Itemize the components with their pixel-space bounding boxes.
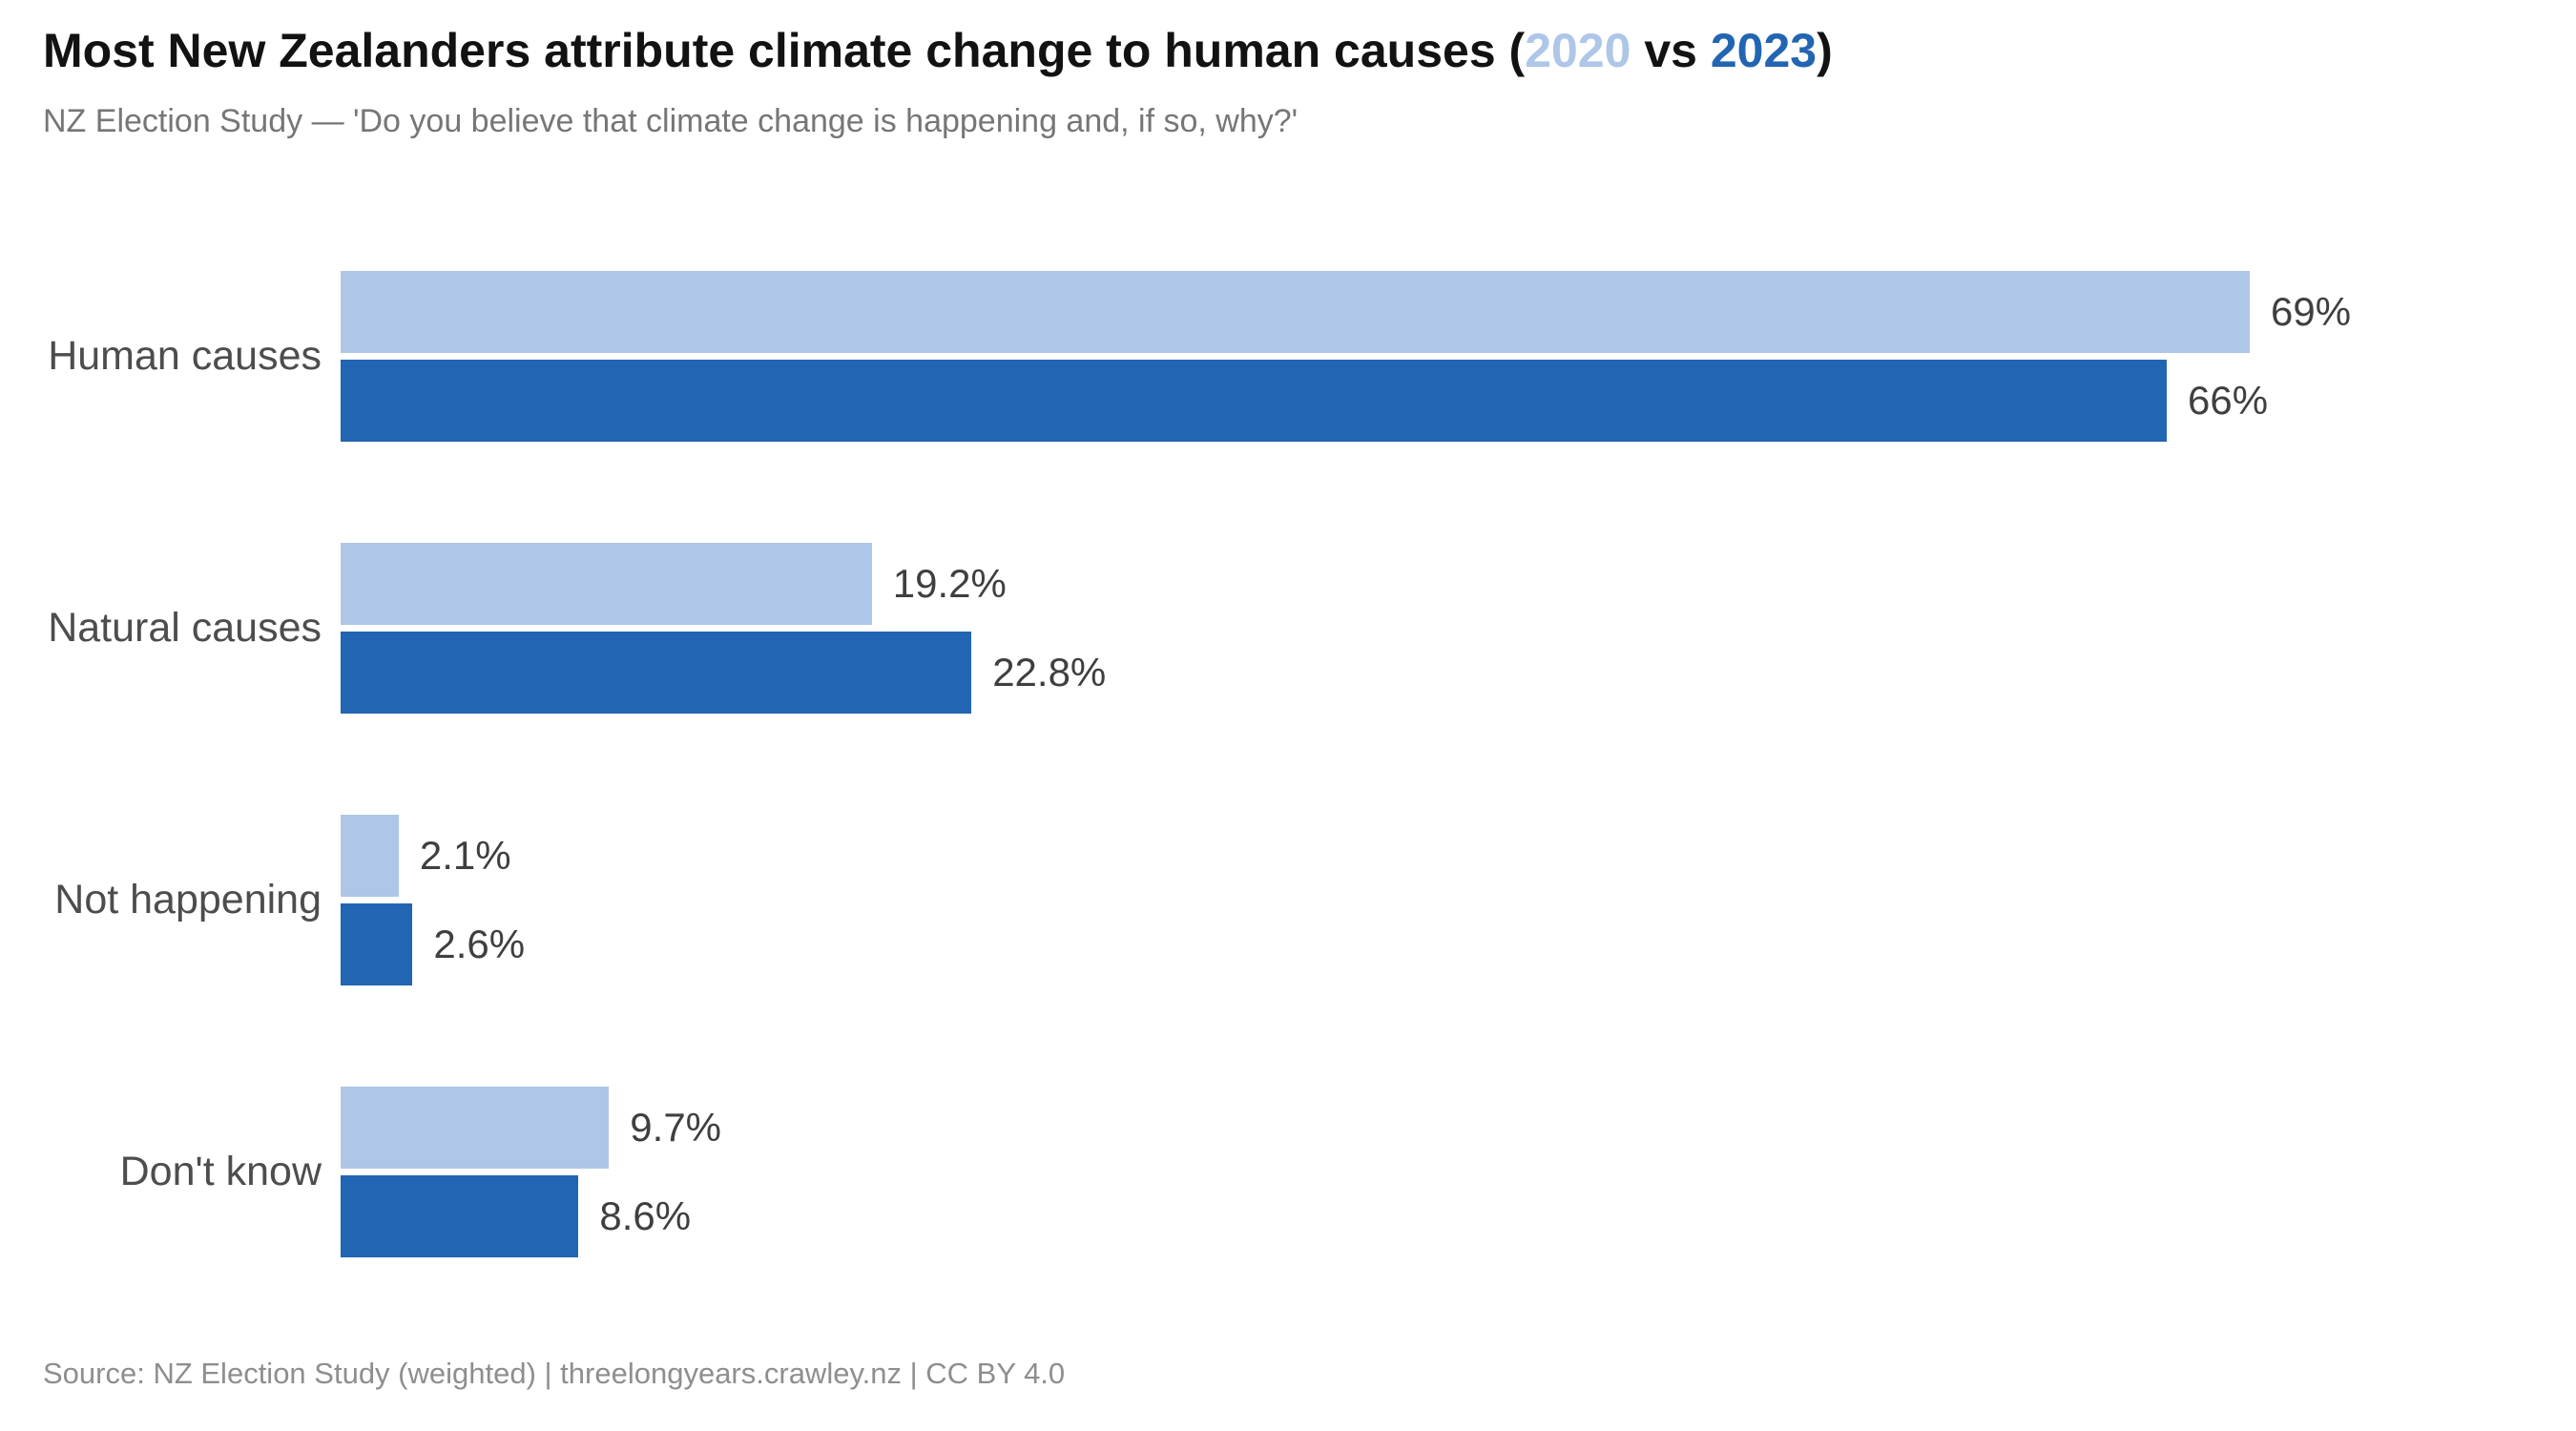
value-label-2020: 9.7%: [630, 1105, 722, 1150]
bar-line-2023: 2.6%: [341, 903, 2576, 985]
title-year-2020: 2020: [1525, 24, 1631, 77]
value-label-2023: 2.6%: [433, 922, 526, 966]
value-label-2020: 19.2%: [892, 561, 1007, 606]
bar-line-2023: 8.6%: [341, 1175, 2576, 1257]
category-bars: 19.2% 22.8%: [341, 543, 2576, 714]
bar-line-2020: 9.7%: [341, 1087, 2576, 1169]
category-label: Don't know: [119, 1149, 322, 1194]
bar-line-2023: 22.8%: [341, 632, 2576, 714]
bar-line-2023: 66%: [341, 360, 2576, 442]
category-group: Not happening 2.1% 2.6%: [0, 815, 2576, 985]
source-note: Source: NZ Election Study (weighted) | t…: [43, 1357, 1066, 1390]
bar-2023: [341, 1175, 579, 1257]
category-bars: 2.1% 2.6%: [341, 815, 2576, 985]
category-bars: 9.7% 8.6%: [341, 1087, 2576, 1257]
category-label: Human causes: [48, 333, 322, 379]
category-group: Don't know 9.7% 8.6%: [0, 1087, 2576, 1257]
title-year-2023: 2023: [1710, 24, 1818, 77]
category-label: Not happening: [54, 877, 322, 923]
title-vs: vs: [1631, 24, 1711, 77]
value-label-2020: 2.1%: [419, 833, 511, 878]
bar-2023: [341, 632, 972, 714]
category-group: Human causes 69% 66%: [0, 271, 2576, 442]
category-group: Natural causes 19.2% 22.8%: [0, 543, 2576, 714]
value-label-2020: 69%: [2271, 289, 2352, 334]
category-label: Natural causes: [48, 605, 322, 651]
chart-subtitle: NZ Election Study — 'Do you believe that…: [43, 103, 1298, 139]
plot-area: Human causes 69% 66% Natural causes 19.2…: [0, 271, 2576, 1257]
bar-2020: [341, 543, 872, 625]
value-label-2023: 8.6%: [599, 1193, 692, 1238]
category-bars: 69% 66%: [341, 271, 2576, 442]
value-label-2023: 66%: [2188, 378, 2269, 423]
title-suffix: ): [1817, 24, 1833, 77]
bar-line-2020: 2.1%: [341, 815, 2576, 897]
bar-2023: [341, 360, 2167, 442]
title-prefix: Most New Zealanders attribute climate ch…: [43, 24, 1526, 77]
bar-2023: [341, 903, 413, 985]
bar-2020: [341, 271, 2250, 353]
chart-title: Most New Zealanders attribute climate ch…: [43, 23, 1833, 78]
value-label-2023: 22.8%: [992, 650, 1107, 695]
bar-line-2020: 69%: [341, 271, 2576, 353]
bar-line-2020: 19.2%: [341, 543, 2576, 625]
bar-2020: [341, 1087, 610, 1169]
bar-2020: [341, 815, 399, 897]
